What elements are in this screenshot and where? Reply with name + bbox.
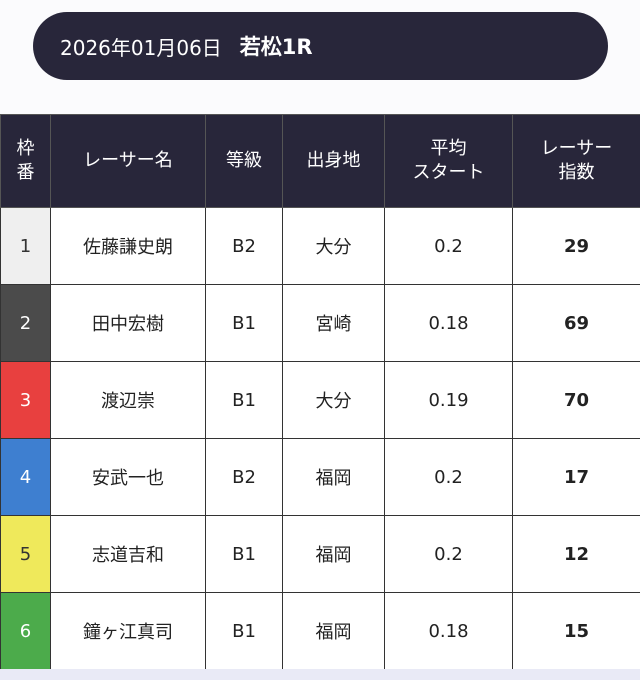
- average-start: 0.18: [384, 592, 513, 670]
- grade: B1: [205, 515, 283, 593]
- column-header: レーサー 指数: [512, 114, 640, 208]
- racer-name: 鐘ヶ江真司: [50, 592, 206, 670]
- grade: B1: [205, 361, 283, 439]
- racer-row: 6 鐘ヶ江真司 B1 福岡 0.18 15: [0, 592, 640, 670]
- column-header: 出身地: [282, 114, 385, 208]
- frame-number: 4: [0, 438, 51, 516]
- frame-number: 3: [0, 361, 51, 439]
- race-name: 若松1R: [239, 35, 313, 59]
- column-header: レーサー名: [50, 114, 206, 208]
- bottom-strip: [0, 669, 640, 680]
- racer-index: 17: [512, 438, 640, 516]
- racer-row: 3 渡辺崇 B1 大分 0.19 70: [0, 361, 640, 439]
- racer-index: 15: [512, 592, 640, 670]
- average-start: 0.2: [384, 515, 513, 593]
- table-body: 1 佐藤謙史朗 B2 大分 0.2 29 2 田中宏樹 B1 宮崎 0.18 69 3 渡辺崇 B1 大分 0.…: [0, 207, 640, 670]
- origin: 大分: [282, 361, 385, 439]
- frame-number: 1: [0, 207, 51, 285]
- racer-row: 2 田中宏樹 B1 宮崎 0.18 69: [0, 284, 640, 362]
- header-line: 枠: [16, 138, 35, 159]
- grade: B2: [205, 438, 283, 516]
- average-start: 0.19: [384, 361, 513, 439]
- frame-number: 6: [0, 592, 51, 670]
- grade: B2: [205, 207, 283, 285]
- race-date: 2026年01月06日: [60, 35, 222, 60]
- frame-number: 5: [0, 515, 51, 593]
- column-header: 枠番: [0, 114, 51, 208]
- header-line: 等級: [226, 150, 262, 171]
- racer-name: 渡辺崇: [50, 361, 206, 439]
- origin: 宮崎: [282, 284, 385, 362]
- header-line: スタート: [412, 162, 485, 183]
- racer-row: 1 佐藤謙史朗 B2 大分 0.2 29: [0, 207, 640, 285]
- average-start: 0.2: [384, 438, 513, 516]
- racer-index: 29: [512, 207, 640, 285]
- origin: 福岡: [282, 515, 385, 593]
- header-line: 指数: [558, 162, 595, 183]
- racer-row: 5 志道吉和 B1 福岡 0.2 12: [0, 515, 640, 593]
- average-start: 0.18: [384, 284, 513, 362]
- racer-name: 志道吉和: [50, 515, 206, 593]
- grade: B1: [205, 284, 283, 362]
- racer-index: 69: [512, 284, 640, 362]
- column-header: 等級: [205, 114, 283, 208]
- racer-row: 4 安武一也 B2 福岡 0.2 17: [0, 438, 640, 516]
- header-line: 平均: [430, 138, 467, 159]
- racer-table: 枠番レーサー名 等級 出身地 平均 スタート レーサー 指数 1 佐藤謙史朗 B2 大分 0.2 29…: [0, 114, 640, 670]
- header-line: 出身地: [306, 150, 361, 171]
- header-line: 番: [16, 162, 35, 183]
- header-line: レーサー: [540, 138, 613, 159]
- origin: 福岡: [282, 438, 385, 516]
- racer-name: 佐藤謙史朗: [50, 207, 206, 285]
- racer-index: 70: [512, 361, 640, 439]
- origin: 福岡: [282, 592, 385, 670]
- frame-number: 2: [0, 284, 51, 362]
- racer-name: 田中宏樹: [50, 284, 206, 362]
- average-start: 0.2: [384, 207, 513, 285]
- race-header: 2026年01月06日 若松1R: [33, 12, 608, 80]
- origin: 大分: [282, 207, 385, 285]
- grade: B1: [205, 592, 283, 670]
- racer-index: 12: [512, 515, 640, 593]
- header-line: レーサー名: [83, 150, 173, 171]
- header-row: 枠番レーサー名 等級 出身地 平均 スタート レーサー 指数: [0, 114, 640, 208]
- column-header: 平均 スタート: [384, 114, 513, 208]
- racer-name: 安武一也: [50, 438, 206, 516]
